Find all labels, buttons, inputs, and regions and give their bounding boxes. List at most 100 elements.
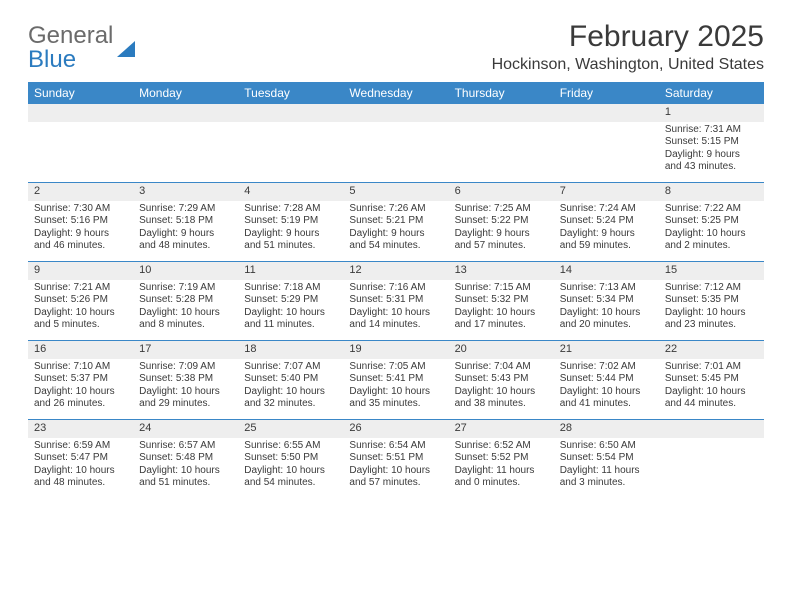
daylight-text: Daylight: 10 hours and 54 minutes. (244, 465, 337, 490)
day-number: 26 (343, 420, 448, 438)
weeks-container: 1Sunrise: 7:31 AMSunset: 5:15 PMDaylight… (28, 104, 764, 498)
day-number (28, 104, 133, 122)
weekday-header: Wednesday (343, 82, 448, 104)
day-cell (28, 104, 133, 182)
daylight-text: Daylight: 11 hours and 3 minutes. (560, 465, 653, 490)
header: General Blue February 2025 Hockinson, Wa… (28, 20, 764, 74)
day-cell: 20Sunrise: 7:04 AMSunset: 5:43 PMDayligh… (449, 341, 554, 419)
day-body (133, 122, 238, 128)
sunrise-text: Sunrise: 7:09 AM (139, 361, 232, 374)
weekday-header: Friday (554, 82, 659, 104)
sunset-text: Sunset: 5:18 PM (139, 215, 232, 228)
day-cell: 8Sunrise: 7:22 AMSunset: 5:25 PMDaylight… (659, 183, 764, 261)
daylight-text: Daylight: 9 hours and 48 minutes. (139, 228, 232, 253)
daylight-text: Daylight: 10 hours and 14 minutes. (349, 307, 442, 332)
sunrise-text: Sunrise: 6:50 AM (560, 440, 653, 453)
sunset-text: Sunset: 5:22 PM (455, 215, 548, 228)
day-cell: 7Sunrise: 7:24 AMSunset: 5:24 PMDaylight… (554, 183, 659, 261)
daylight-text: Daylight: 10 hours and 5 minutes. (34, 307, 127, 332)
day-number: 9 (28, 262, 133, 280)
day-body: Sunrise: 7:26 AMSunset: 5:21 PMDaylight:… (343, 201, 448, 257)
day-body: Sunrise: 7:09 AMSunset: 5:38 PMDaylight:… (133, 359, 238, 415)
sunrise-text: Sunrise: 7:12 AM (665, 282, 758, 295)
sunset-text: Sunset: 5:51 PM (349, 452, 442, 465)
day-body: Sunrise: 6:52 AMSunset: 5:52 PMDaylight:… (449, 438, 554, 494)
day-body (554, 122, 659, 128)
daylight-text: Daylight: 10 hours and 35 minutes. (349, 386, 442, 411)
daylight-text: Daylight: 10 hours and 26 minutes. (34, 386, 127, 411)
day-number: 24 (133, 420, 238, 438)
day-number: 15 (659, 262, 764, 280)
day-body: Sunrise: 7:04 AMSunset: 5:43 PMDaylight:… (449, 359, 554, 415)
sunrise-text: Sunrise: 7:31 AM (665, 124, 758, 137)
sunset-text: Sunset: 5:44 PM (560, 373, 653, 386)
sunset-text: Sunset: 5:48 PM (139, 452, 232, 465)
daylight-text: Daylight: 10 hours and 20 minutes. (560, 307, 653, 332)
day-body: Sunrise: 7:22 AMSunset: 5:25 PMDaylight:… (659, 201, 764, 257)
daylight-text: Daylight: 9 hours and 46 minutes. (34, 228, 127, 253)
sunrise-text: Sunrise: 7:30 AM (34, 203, 127, 216)
day-cell: 9Sunrise: 7:21 AMSunset: 5:26 PMDaylight… (28, 262, 133, 340)
day-cell: 5Sunrise: 7:26 AMSunset: 5:21 PMDaylight… (343, 183, 448, 261)
day-cell: 24Sunrise: 6:57 AMSunset: 5:48 PMDayligh… (133, 420, 238, 498)
day-cell (343, 104, 448, 182)
day-cell: 16Sunrise: 7:10 AMSunset: 5:37 PMDayligh… (28, 341, 133, 419)
week-row: 9Sunrise: 7:21 AMSunset: 5:26 PMDaylight… (28, 261, 764, 340)
daylight-text: Daylight: 10 hours and 48 minutes. (34, 465, 127, 490)
day-cell: 2Sunrise: 7:30 AMSunset: 5:16 PMDaylight… (28, 183, 133, 261)
day-number: 12 (343, 262, 448, 280)
sail-icon (117, 41, 135, 57)
day-cell: 14Sunrise: 7:13 AMSunset: 5:34 PMDayligh… (554, 262, 659, 340)
daylight-text: Daylight: 10 hours and 29 minutes. (139, 386, 232, 411)
day-body: Sunrise: 7:10 AMSunset: 5:37 PMDaylight:… (28, 359, 133, 415)
weekday-header: Thursday (449, 82, 554, 104)
day-cell: 27Sunrise: 6:52 AMSunset: 5:52 PMDayligh… (449, 420, 554, 498)
weekday-header-row: Sunday Monday Tuesday Wednesday Thursday… (28, 82, 764, 104)
day-number: 22 (659, 341, 764, 359)
sunset-text: Sunset: 5:24 PM (560, 215, 653, 228)
week-row: 16Sunrise: 7:10 AMSunset: 5:37 PMDayligh… (28, 340, 764, 419)
daylight-text: Daylight: 9 hours and 51 minutes. (244, 228, 337, 253)
sunrise-text: Sunrise: 6:59 AM (34, 440, 127, 453)
sunset-text: Sunset: 5:45 PM (665, 373, 758, 386)
sunrise-text: Sunrise: 7:15 AM (455, 282, 548, 295)
day-number: 21 (554, 341, 659, 359)
day-body: Sunrise: 7:15 AMSunset: 5:32 PMDaylight:… (449, 280, 554, 336)
day-body (343, 122, 448, 128)
brand-logo: General Blue (28, 24, 135, 72)
day-number (449, 104, 554, 122)
sunset-text: Sunset: 5:50 PM (244, 452, 337, 465)
sunset-text: Sunset: 5:37 PM (34, 373, 127, 386)
title-block: February 2025 Hockinson, Washington, Uni… (492, 20, 764, 74)
day-number: 10 (133, 262, 238, 280)
daylight-text: Daylight: 9 hours and 59 minutes. (560, 228, 653, 253)
day-cell: 12Sunrise: 7:16 AMSunset: 5:31 PMDayligh… (343, 262, 448, 340)
month-title: February 2025 (492, 20, 764, 54)
day-body: Sunrise: 7:18 AMSunset: 5:29 PMDaylight:… (238, 280, 343, 336)
day-number (659, 420, 764, 438)
sunrise-text: Sunrise: 7:10 AM (34, 361, 127, 374)
daylight-text: Daylight: 10 hours and 51 minutes. (139, 465, 232, 490)
sunset-text: Sunset: 5:21 PM (349, 215, 442, 228)
day-number: 5 (343, 183, 448, 201)
daylight-text: Daylight: 10 hours and 2 minutes. (665, 228, 758, 253)
daylight-text: Daylight: 10 hours and 8 minutes. (139, 307, 232, 332)
sunrise-text: Sunrise: 6:54 AM (349, 440, 442, 453)
calendar: Sunday Monday Tuesday Wednesday Thursday… (28, 82, 764, 498)
daylight-text: Daylight: 10 hours and 44 minutes. (665, 386, 758, 411)
day-cell: 13Sunrise: 7:15 AMSunset: 5:32 PMDayligh… (449, 262, 554, 340)
day-cell: 26Sunrise: 6:54 AMSunset: 5:51 PMDayligh… (343, 420, 448, 498)
sunset-text: Sunset: 5:47 PM (34, 452, 127, 465)
daylight-text: Daylight: 10 hours and 11 minutes. (244, 307, 337, 332)
day-cell: 1Sunrise: 7:31 AMSunset: 5:15 PMDaylight… (659, 104, 764, 182)
sunrise-text: Sunrise: 7:02 AM (560, 361, 653, 374)
day-cell (238, 104, 343, 182)
location-subtitle: Hockinson, Washington, United States (492, 56, 764, 74)
day-number: 8 (659, 183, 764, 201)
day-cell: 10Sunrise: 7:19 AMSunset: 5:28 PMDayligh… (133, 262, 238, 340)
day-cell: 11Sunrise: 7:18 AMSunset: 5:29 PMDayligh… (238, 262, 343, 340)
sunset-text: Sunset: 5:15 PM (665, 136, 758, 149)
weekday-header: Sunday (28, 82, 133, 104)
day-body: Sunrise: 7:29 AMSunset: 5:18 PMDaylight:… (133, 201, 238, 257)
day-number: 3 (133, 183, 238, 201)
